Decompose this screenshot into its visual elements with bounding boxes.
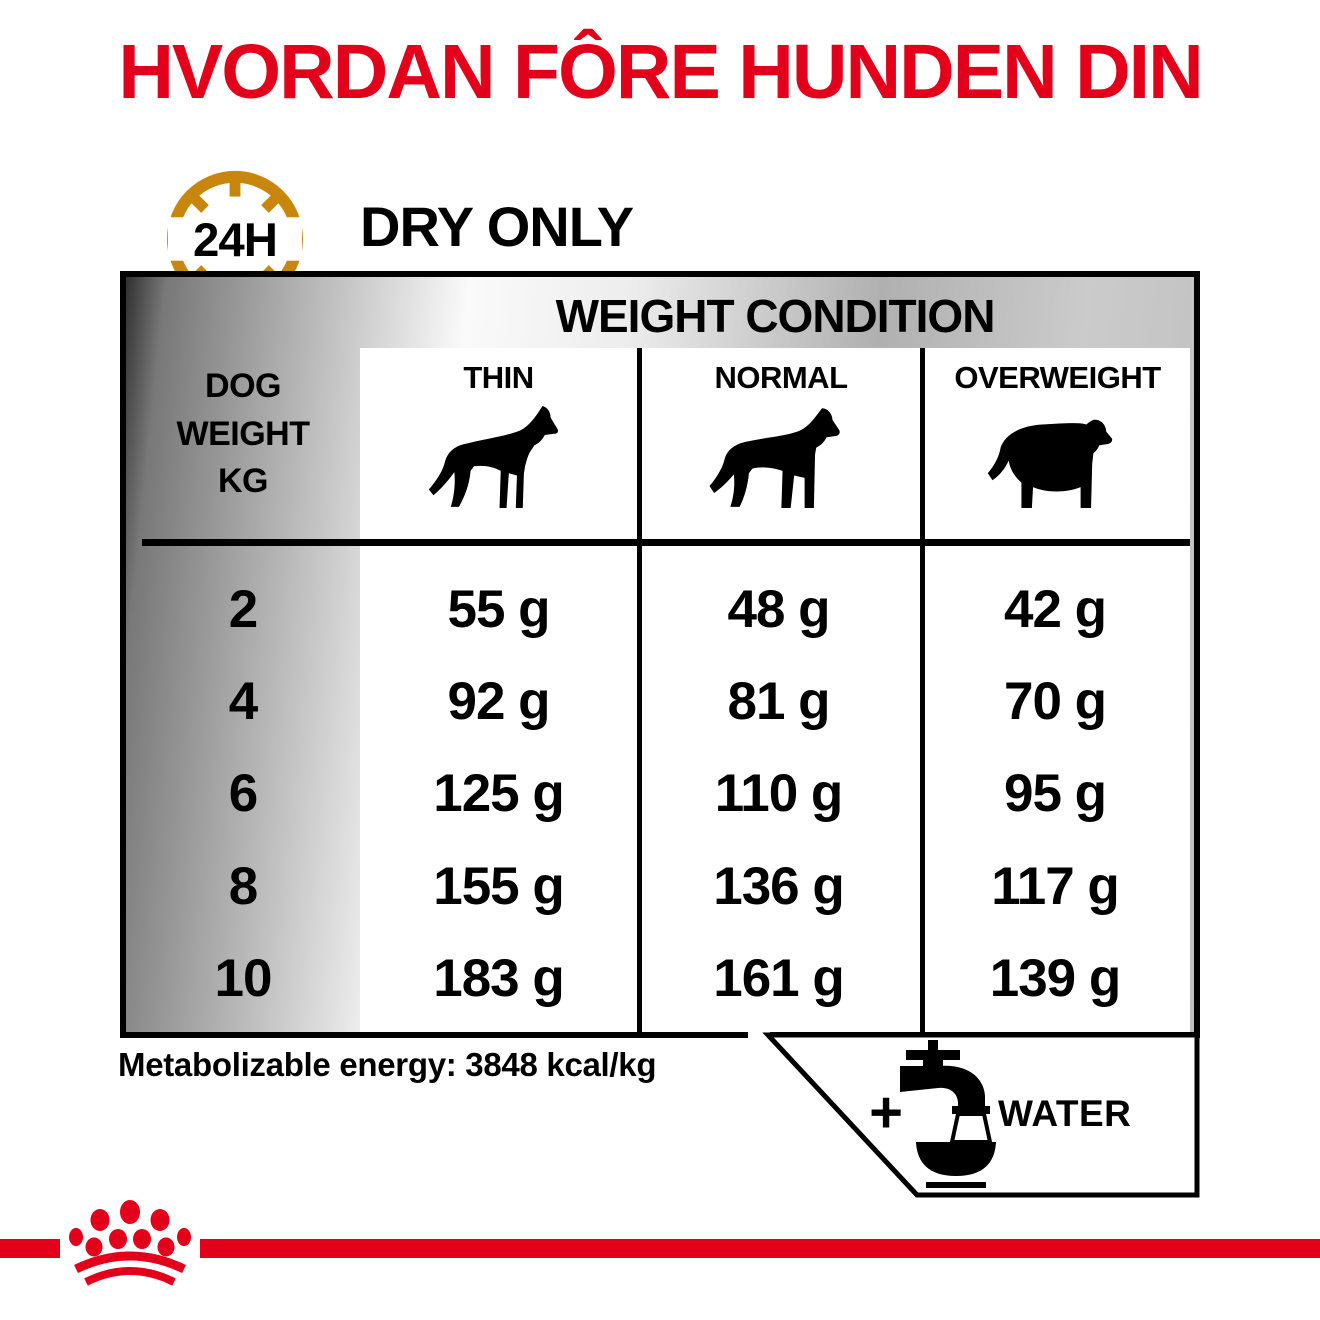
ration-overweight: 117 g [991,856,1120,916]
weight-condition-header: WEIGHT CONDITION [555,290,996,342]
thin-dog-icon [428,405,559,509]
normal-dog-icon [709,408,840,509]
ration-overweight: 139 g [989,949,1122,1009]
dog-weight-value: 4 [228,672,258,732]
plus-sign: + [869,1080,903,1145]
dog-weight-value: 8 [228,856,258,916]
feeding-table: WEIGHT CONDITION DOG WEIGHT KG THIN NORM… [120,271,1200,1038]
column-header-normal: NORMAL [714,360,848,395]
ration-overweight: 95 g [1003,764,1107,824]
header-separator-line [142,539,1190,546]
ration-normal: 81 g [727,672,830,732]
ration-grid: 2 55 g 48 g 42 g 4 92 g 81 g 70 g 6 125 … [126,563,1190,1025]
water-callout: + WATER [748,1028,1200,1198]
ration-normal: 110 g [714,764,844,824]
column-divider [637,348,642,1032]
clock-24h-label: 24H [193,214,277,267]
ration-thin: 92 g [447,672,550,732]
ration-overweight: 42 g [1003,579,1107,639]
ration-thin: 155 g [433,856,565,916]
ration-normal: 161 g [713,949,845,1009]
column-divider [920,348,925,1032]
ration-normal: 48 g [727,579,830,639]
overweight-dog-icon [987,419,1113,509]
water-tap-bowl-icon [900,1040,996,1188]
dog-weight-value: 10 [214,949,273,1009]
royal-canin-crown-logo [69,1200,191,1286]
energy-note: Metabolizable energy: 3848 kcal/kg [118,1046,657,1083]
ration-thin: 125 g [433,764,565,824]
dog-weight-kg-header: DOG WEIGHT KG [176,367,310,501]
ration-overweight: 70 g [1003,672,1107,732]
page-title: HVORDAN FÔRE HUNDEN DIN [118,29,1203,115]
ration-thin: 55 g [447,579,550,639]
water-label: WATER [998,1093,1131,1134]
column-header-overweight: OVERWEIGHT [954,360,1161,395]
brand-bar [0,1239,1320,1258]
ration-thin: 183 g [433,949,565,1009]
column-header-thin: THIN [463,360,534,395]
ration-normal: 136 g [713,856,845,916]
brand-logo-badge [60,1196,200,1302]
feeding-mode-label: DRY ONLY [360,195,634,258]
dog-weight-value: 6 [228,764,258,824]
dog-weight-value: 2 [228,579,258,639]
